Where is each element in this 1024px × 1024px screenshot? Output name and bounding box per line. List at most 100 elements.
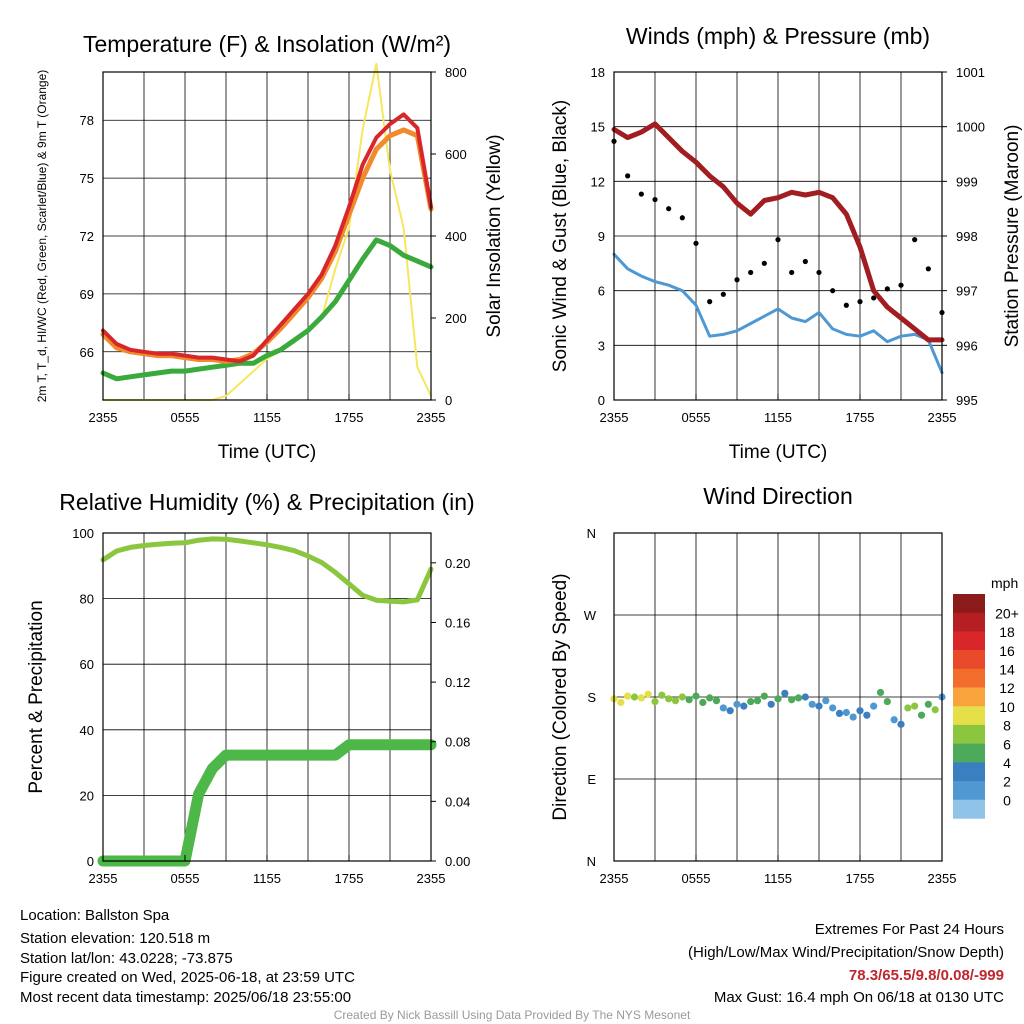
left-tick-label: 18 (591, 65, 605, 80)
wind-direction-point (712, 697, 721, 705)
info-created: Figure created on Wed, 2025-06-18, at 23… (20, 969, 355, 986)
direction-tick-label: N (587, 526, 596, 541)
legend-label: 4 (1003, 755, 1011, 771)
right-tick-label: 0.04 (445, 794, 470, 809)
wind-direction-point (637, 694, 645, 702)
dewpoint-line (100, 237, 434, 382)
extremes-box: Extremes For Past 24 Hours (High/Low/Max… (688, 921, 1004, 1006)
speed-legend: 20+ 18 16 14 12 10 8 6 4 2 0 (953, 594, 1019, 819)
legend-label: 10 (999, 699, 1015, 715)
right-tick-label: 0.00 (445, 854, 470, 869)
gust-point (652, 196, 658, 203)
right-tick-label: 800 (445, 65, 467, 80)
x-tick-label: 1755 (846, 871, 875, 886)
x-tick-label: 0555 (682, 871, 711, 886)
wind-ticks: 2355 0555 1155 1755 2355 0 3 6 9 12 15 18 995 996 997 9… (591, 65, 985, 425)
wind-direction-point (706, 694, 714, 702)
wind-direction-point (808, 700, 816, 708)
gust-point (679, 215, 685, 221)
legend-label: 6 (1003, 736, 1011, 752)
x-tick-label: 2355 (89, 410, 118, 425)
left-tick-label: 0 (598, 393, 605, 408)
x-tick-label: 2355 (417, 871, 446, 886)
gust-point (638, 191, 644, 197)
gust-point (775, 237, 781, 243)
panel-temperature: Temperature (F) & Insolation (W/m²) 2355… (35, 31, 505, 463)
left-tick-label: 6 (598, 284, 605, 299)
wind-direction-point (911, 702, 919, 710)
right-tick-label: 996 (956, 338, 978, 353)
wind-direction-point (856, 707, 864, 715)
wind-direction-point (904, 704, 912, 712)
gust-point (871, 295, 877, 301)
legend-label: 12 (999, 680, 1015, 696)
wind-direction-point (863, 711, 871, 719)
wind-direction-point (747, 697, 755, 706)
right-tick-label: 600 (445, 147, 467, 162)
panel-winds: Winds (mph) & Pressure (mb) 2355 0555 1155… (550, 23, 1023, 463)
legend-label: 18 (999, 624, 1015, 640)
rh-ticks: 2355 0555 1155 1755 2355 0 20 40 60 80 100 0.00 0.04… (72, 526, 470, 886)
temp-left-axis-label: 2m T, T_d, HI/WC (Red, Green, Scarlet/Bl… (35, 70, 49, 403)
legend-label: 0 (1003, 792, 1011, 808)
x-tick-label: 0555 (171, 871, 200, 886)
gust-point (816, 269, 822, 276)
left-tick-label: 66 (80, 345, 94, 360)
info-latlon: Station lat/lon: 43.0228; -73.875 (20, 950, 233, 967)
wind-direction-point (740, 702, 748, 710)
wind-direction-point (753, 697, 762, 705)
wind-direction-point (794, 694, 803, 702)
x-tick-label: 1155 (253, 410, 281, 425)
temp-x-axis-label: Time (UTC) (218, 442, 317, 463)
legend-color-box (953, 799, 985, 819)
gust-point (843, 302, 849, 308)
wind-direction-point (774, 695, 782, 703)
wind-direction-point (617, 698, 625, 707)
left-tick-label: 3 (598, 338, 605, 353)
wind-direction-point (719, 704, 727, 712)
right-tick-label: 0.16 (445, 615, 470, 630)
wind-direction-point (788, 696, 796, 704)
wind-direction-point (644, 690, 652, 698)
wind-direction-point (849, 713, 857, 721)
x-tick-label: 0555 (682, 410, 711, 425)
direction-tick-label: N (587, 854, 596, 869)
legend-color-box (953, 594, 985, 613)
gust-point (748, 269, 754, 276)
wind-x-axis-label: Time (UTC) (729, 442, 828, 463)
right-tick-label: 997 (956, 284, 978, 299)
wind-direction-point (699, 698, 707, 707)
extremes-title: Extremes For Past 24 Hours (815, 921, 1004, 938)
rh-left-axis-label: Percent & Precipitation (26, 600, 47, 793)
legend-label: 14 (999, 661, 1015, 677)
gust-point (857, 299, 863, 305)
wind-series (611, 121, 945, 375)
right-tick-label: 0.08 (445, 735, 470, 750)
wind-direction-point (685, 696, 693, 704)
wind-right-axis-label: Station Pressure (Maroon) (1002, 125, 1023, 348)
wind-direction-point (822, 697, 830, 705)
right-tick-label: 0 (445, 393, 452, 408)
wind-direction-point (658, 691, 666, 699)
x-tick-label: 1155 (253, 871, 281, 886)
footer-credit: Created By Nick Bassill Using Data Provi… (334, 1008, 691, 1022)
info-elevation: Station elevation: 120.518 m (20, 930, 210, 947)
left-tick-label: 78 (80, 113, 94, 128)
wind-direction-point (842, 708, 850, 717)
wind-direction-point (870, 702, 878, 710)
wind-direction-point (651, 697, 659, 706)
gust-point (925, 266, 931, 272)
x-tick-label: 0555 (171, 410, 200, 425)
right-tick-label: 999 (956, 174, 978, 189)
wind-direction-point (801, 693, 809, 701)
left-tick-label: 20 (80, 788, 94, 803)
legend-label: 2 (1003, 774, 1011, 790)
wind-grid (614, 71, 942, 401)
wind-direction-point (692, 692, 700, 700)
wind-direction-point (726, 707, 734, 715)
left-tick-label: 69 (80, 287, 94, 302)
direction-tick-label: E (587, 772, 596, 787)
gust-point (884, 286, 890, 292)
wind-direction-point (630, 693, 639, 701)
wind-direction-point (876, 688, 885, 697)
